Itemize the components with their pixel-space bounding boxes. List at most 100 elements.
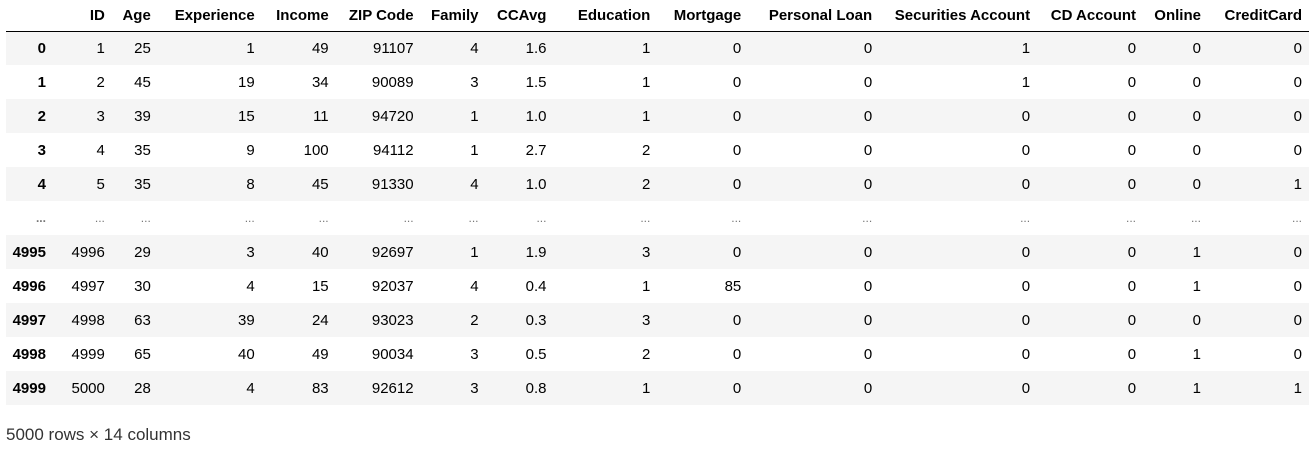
- table-cell: 2: [642, 345, 651, 363]
- table-cell: 0: [1127, 311, 1137, 329]
- table-cell: 0: [863, 243, 873, 261]
- table-cell: 92037: [371, 277, 414, 295]
- table-cell: 1: [642, 379, 651, 397]
- table-cell: 1: [1192, 345, 1201, 363]
- table-cell: 0: [1021, 277, 1031, 295]
- table-cell: 19: [238, 73, 255, 91]
- table-cell: 0: [732, 39, 742, 57]
- table-cell: ...: [862, 211, 873, 225]
- table-cell: 0: [863, 175, 873, 193]
- table-cell: 0: [732, 73, 742, 91]
- table-cell: 83: [311, 379, 329, 397]
- table-cell: 0: [1021, 311, 1031, 329]
- table-cell: 4: [96, 141, 105, 159]
- table-cell: 0: [863, 73, 873, 91]
- table-cell: 0: [1021, 345, 1031, 363]
- table-cell: 0: [863, 141, 873, 159]
- table-cell: 0: [732, 379, 742, 397]
- table-cell: 15: [238, 107, 255, 125]
- table-row: 4996 4997 30 4 15 92037 4 0.4 1 85 0 0 0 1 0: [6, 269, 1309, 303]
- table-cell: 94720: [371, 107, 414, 125]
- row-index: ...: [35, 211, 46, 225]
- table-cell: 1: [642, 73, 651, 91]
- table-cell: ...: [140, 211, 151, 225]
- table-cell: 85: [724, 277, 742, 295]
- table-cell: 0: [1192, 311, 1201, 329]
- table-cell: 3: [470, 73, 479, 91]
- table-cell: 1: [642, 39, 651, 57]
- table-cell: ...: [94, 211, 105, 225]
- table-cell: 0: [1192, 73, 1201, 91]
- table-row: 3 4 35 9 100 94112 1 2.7 2 0 0 0 0 0 0: [6, 133, 1309, 167]
- table-cell: 0: [732, 107, 742, 125]
- table-cell: 0: [732, 243, 742, 261]
- table-cell: 1: [642, 277, 651, 295]
- table-cell: 4: [246, 277, 255, 295]
- table-cell: 0: [863, 39, 873, 57]
- row-index: 3: [37, 141, 46, 159]
- table-cell: 90034: [371, 345, 414, 363]
- table-cell: 35: [134, 175, 151, 193]
- table-cell: 0: [732, 311, 742, 329]
- table-cell: 29: [134, 243, 151, 261]
- table-row: 0 1 25 1 49 91107 4 1.6 1 0 0 1 0 0 0: [6, 31, 1309, 65]
- table-cell: 35: [134, 141, 151, 159]
- table-cell: 8: [246, 175, 255, 193]
- table-cell: 4: [470, 277, 479, 295]
- table-cell: 0: [1021, 175, 1031, 193]
- row-index: 4997: [12, 311, 46, 329]
- column-header: Age: [111, 0, 158, 32]
- table-row: 1 2 45 19 34 90089 3 1.5 1 0 0 1 0 0 0: [6, 65, 1309, 99]
- table-row: 4998 4999 65 40 49 90034 3 0.5 2 0 0 0 0 1 0: [6, 337, 1309, 371]
- table-cell: 1: [1021, 39, 1031, 57]
- table-body: 0 1 25 1 49 91107 4 1.6 1 0 0 1 0 0 0 1 2 45 19 34 90089 3 1.5…: [6, 31, 1309, 405]
- table-cell: 39: [238, 311, 255, 329]
- table-cell: 0: [1192, 141, 1201, 159]
- table-cell: 1: [1293, 175, 1302, 193]
- table-cell: 4: [246, 379, 255, 397]
- table-cell: 0: [1127, 175, 1137, 193]
- table-cell: 3: [642, 243, 651, 261]
- index-header: [6, 0, 53, 32]
- table-cell: 0: [1192, 107, 1201, 125]
- table-row: 4995 4996 29 3 40 92697 1 1.9 3 0 0 0 0 1 0: [6, 235, 1309, 269]
- table-cell: 91330: [371, 175, 414, 193]
- table-cell: 25: [134, 39, 151, 57]
- table-cell: 92612: [371, 379, 414, 397]
- table-cell: 1.0: [525, 175, 547, 193]
- column-header: Securities Account: [879, 0, 1038, 32]
- table-cell: 0: [1293, 311, 1302, 329]
- table-cell: 0: [1127, 277, 1137, 295]
- table-cell: 39: [134, 107, 151, 125]
- table-cell: 0: [1293, 107, 1302, 125]
- table-cell: 2: [470, 311, 479, 329]
- shape-summary: 5000 rows × 14 columns: [6, 425, 191, 444]
- table-cell: 15: [311, 277, 329, 295]
- table-cell: 100: [303, 141, 329, 159]
- table-cell: 0: [732, 141, 742, 159]
- table-cell: 4999: [71, 345, 105, 363]
- row-index: 2: [37, 107, 46, 125]
- column-header: Income: [261, 0, 336, 32]
- table-cell: 0.4: [525, 277, 547, 295]
- column-header: Education: [553, 0, 658, 32]
- table-cell: 1: [470, 141, 479, 159]
- table-cell: 0: [732, 175, 742, 193]
- table-cell: 4996: [71, 243, 105, 261]
- table-cell: 0: [1021, 141, 1031, 159]
- table-row: 4999 5000 28 4 83 92612 3 0.8 1 0 0 0 0 1 1: [6, 371, 1309, 405]
- table-row: 4 5 35 8 45 91330 4 1.0 2 0 0 0 0 0 1: [6, 167, 1309, 201]
- table-cell: ...: [731, 211, 742, 225]
- table-row: 4997 4998 63 39 24 93023 2 0.3 3 0 0 0 0 0 0: [6, 303, 1309, 337]
- table-cell: 1: [1192, 379, 1201, 397]
- ellipsis-row: ........................................…: [6, 201, 1309, 235]
- table-cell: 45: [311, 175, 329, 193]
- table-cell: 2: [642, 141, 651, 159]
- table-cell: 3: [96, 107, 105, 125]
- row-index: 4998: [12, 345, 46, 363]
- table-cell: ...: [536, 211, 547, 225]
- table-row: 2 3 39 15 11 94720 1 1.0 1 0 0 0 0 0 0: [6, 99, 1309, 133]
- column-header: Experience: [157, 0, 262, 32]
- table-cell: 0: [732, 345, 742, 363]
- column-header: CD Account: [1037, 0, 1144, 32]
